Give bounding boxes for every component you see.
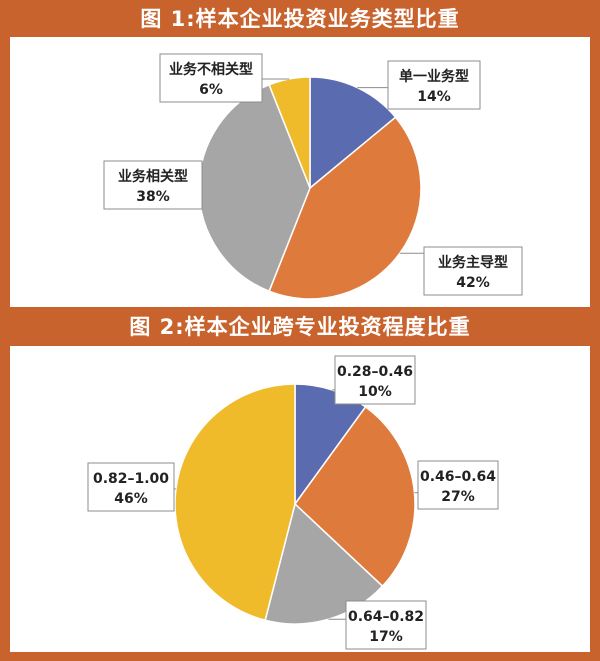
- chart1-percent-1: 42%: [456, 275, 490, 291]
- chart2-label-box-0: [334, 355, 416, 405]
- chart1-percent-3: 6%: [199, 82, 223, 98]
- chart1-label-3: 业务不相关型: [169, 61, 253, 78]
- chart2-label-box-1: [417, 460, 499, 510]
- chart1-label-box-0: [387, 60, 481, 110]
- chart1-label-box-2: [103, 160, 203, 210]
- chart1-panel: 单一业务型 14% 业务主导型 42% 业务相关型 38% 业务不相关型 6%: [10, 37, 590, 307]
- chart2-pie: 0.28–0.46 10% 0.46–0.64 27% 0.64–0.82 17% 0.82…: [87, 355, 499, 650]
- chart1-label-1: 业务主导型: [438, 254, 508, 271]
- chart2-slice-2: [264, 502, 384, 625]
- chart2-label-0: 0.28–0.46: [337, 364, 413, 380]
- chart2-panel: 0.28–0.46 10% 0.46–0.64 27% 0.64–0.82 17% 0.82…: [10, 346, 590, 652]
- chart1-title: 图 1:样本企业投资业务类型比重: [140, 7, 460, 31]
- chart1-percent-0: 14%: [417, 89, 451, 105]
- chart2-label-box-2: [345, 600, 427, 650]
- chart2-slice-3: [174, 383, 296, 622]
- chart1-label-2: 业务相关型: [118, 168, 188, 185]
- chart2-title: 图 2:样本企业跨专业投资程度比重: [129, 315, 471, 339]
- chart1-pie: 单一业务型 14% 业务主导型 42% 业务相关型 38% 业务不相关型 6%: [103, 53, 523, 300]
- chart1-label-box-3: [159, 53, 263, 103]
- chart2-percent-3: 46%: [114, 491, 148, 507]
- chart2-percent-0: 10%: [358, 384, 392, 400]
- chart2-slice-1: [294, 405, 416, 588]
- chart1-percent-2: 38%: [136, 189, 170, 205]
- chart1-label-0: 单一业务型: [399, 68, 469, 85]
- chart2-slice-0: [294, 383, 367, 507]
- chart2-label-box-3: [87, 462, 175, 512]
- chart2-label-1: 0.46–0.64: [420, 469, 496, 485]
- chart2-label-2: 0.64–0.82: [348, 609, 424, 625]
- chart1-slice-3: [268, 76, 311, 189]
- chart1-label-box-1: [423, 246, 523, 296]
- chart2-percent-1: 27%: [441, 489, 475, 505]
- chart2-label-3: 0.82–1.00: [93, 471, 169, 487]
- chart2-percent-2: 17%: [369, 629, 403, 645]
